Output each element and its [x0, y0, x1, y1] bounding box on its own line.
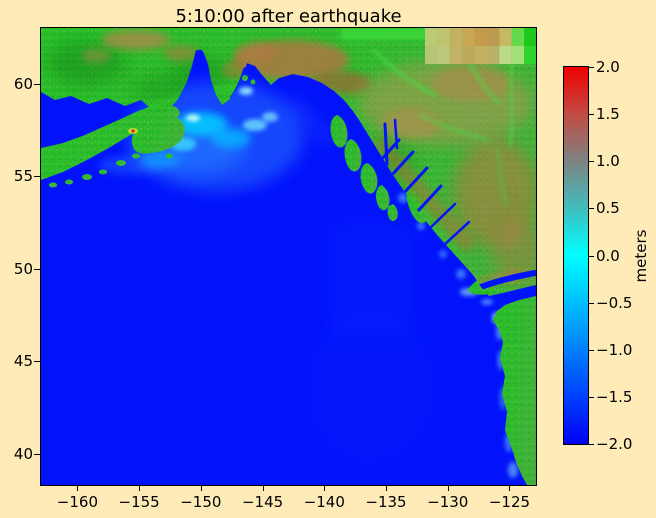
colorbar-tick-mark: [589, 208, 594, 210]
y-tick-mark: [34, 83, 40, 85]
colorbar-tick-mark: [589, 67, 594, 68]
x-tick-mark: [262, 486, 264, 491]
x-tick-label: −155: [118, 493, 160, 511]
colorbar: [563, 66, 589, 445]
x-tick-label: −135: [365, 493, 407, 511]
colorbar-tick-label: −1.0: [596, 340, 633, 359]
tsunami-map: [41, 28, 536, 485]
x-tick-mark: [386, 486, 388, 491]
colorbar-tick-mark: [589, 444, 594, 445]
y-tick-mark: [34, 176, 40, 178]
y-tick-label: 45: [13, 352, 33, 371]
colorbar-tick-label: −0.5: [596, 293, 633, 312]
y-tick-label: 60: [13, 74, 33, 93]
y-tick-mark: [34, 361, 40, 363]
colorbar-tick-mark: [589, 255, 594, 257]
x-tick-label: −150: [180, 493, 222, 511]
x-tick-label: −140: [303, 493, 345, 511]
colorbar-tick-mark: [589, 396, 594, 398]
colorbar-label: meters: [632, 229, 650, 283]
y-tick-mark: [34, 454, 40, 456]
colorbar-tick-label: −2.0: [596, 435, 633, 453]
colorbar-tick-label: 1.0: [596, 152, 620, 171]
x-tick-label: −145: [241, 493, 284, 511]
colorbar-tick-label: 1.5: [596, 105, 620, 124]
colorbar-tick-mark: [589, 114, 594, 116]
colorbar-tick-label: 0.5: [596, 199, 620, 218]
colorbar-tick-mark: [589, 302, 594, 304]
y-tick-mark: [34, 268, 40, 270]
colorbar-tick-mark: [589, 349, 594, 351]
map-plot-area: [40, 27, 537, 486]
y-tick-label: 55: [13, 167, 33, 186]
coarse-resolution-band: [425, 28, 536, 64]
volcano-spot: [128, 128, 138, 134]
x-tick-mark: [324, 486, 326, 491]
plot-title: 5:10:00 after earthquake: [175, 6, 402, 27]
colorbar-tick-mark: [589, 161, 594, 163]
x-tick-mark: [200, 486, 202, 491]
colorbar-tick-label: −1.5: [596, 387, 633, 406]
x-tick-label: −130: [427, 493, 469, 511]
y-tick-label: 40: [13, 445, 33, 464]
x-tick-label: −125: [488, 493, 531, 511]
x-tick-mark: [139, 486, 141, 491]
x-tick-label: −160: [56, 493, 98, 511]
x-tick-mark: [77, 486, 79, 491]
y-tick-label: 50: [13, 259, 33, 278]
colorbar-tick-label: 0.0: [596, 246, 620, 265]
x-tick-mark: [509, 486, 511, 491]
colorbar-tick-label: 2.0: [596, 58, 620, 76]
x-tick-mark: [447, 486, 449, 491]
